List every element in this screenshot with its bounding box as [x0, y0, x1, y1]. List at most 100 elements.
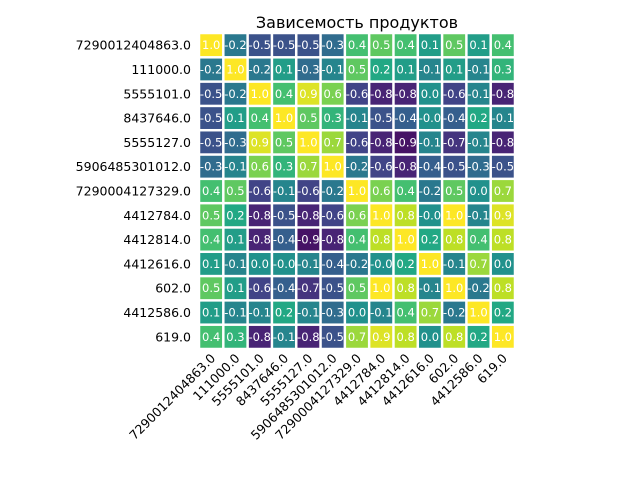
cell-value-label: -0.2	[249, 62, 271, 76]
heatmap-cell	[297, 58, 320, 81]
cell-value-label: -0.3	[200, 160, 222, 174]
cell-value-label: 0.4	[202, 330, 220, 344]
cell-value-label: -0.5	[443, 160, 465, 174]
cell-value-label: 0.5	[348, 62, 366, 76]
heatmap-cell	[443, 325, 466, 348]
cell-value-label: 0.8	[396, 330, 414, 344]
cell-value-label: 0.8	[494, 233, 512, 247]
heatmap-cell	[443, 180, 466, 202]
cell-value-label: -0.8	[297, 330, 319, 344]
cell-value-label: -0.2	[200, 62, 222, 76]
heatmap-cell	[297, 131, 320, 154]
cell-value-label: 1.0	[251, 87, 269, 101]
heatmap-cell	[321, 58, 344, 81]
cell-value-label: -0.3	[297, 62, 319, 76]
cell-value-label: -0.5	[200, 135, 222, 149]
heatmap-cell	[394, 253, 417, 275]
heatmap-cell	[394, 34, 417, 57]
heatmap-cell	[443, 204, 466, 227]
heatmap-cell	[248, 204, 271, 227]
heatmap-cell	[491, 155, 514, 178]
cell-value-label: -0.5	[200, 111, 222, 125]
cell-value-label: 0.7	[421, 306, 439, 320]
cell-value-label: 1.0	[275, 111, 293, 125]
y-tick-label: 7290012404863.0	[76, 38, 191, 53]
heatmap-cell	[346, 155, 368, 178]
heatmap-cell	[443, 34, 466, 57]
cell-value-label: -0.8	[394, 87, 416, 101]
heatmap-cell	[248, 58, 271, 81]
cell-value-label: 0.9	[299, 87, 317, 101]
heatmap-cell	[248, 131, 271, 154]
cell-value-label: -0.9	[297, 233, 319, 247]
cell-value-label: 0.8	[396, 281, 414, 295]
cell-value-label: 0.4	[494, 38, 512, 52]
y-tick-label: 4412814.0	[123, 232, 191, 247]
heatmap-cell	[491, 180, 514, 202]
cell-value-label: 0.9	[494, 208, 512, 222]
cell-value-label: 0.8	[396, 208, 414, 222]
heatmap-cell	[370, 107, 393, 129]
heatmap-cell	[491, 228, 514, 251]
y-tick-label: 4412784.0	[123, 208, 191, 223]
heatmap-cell	[297, 204, 320, 227]
cell-value-label: 0.0	[469, 184, 487, 198]
heatmap-cell	[224, 107, 247, 129]
cell-value-label: 0.4	[202, 233, 220, 247]
cell-value-label: -0.5	[273, 38, 295, 52]
cell-value-label: -0.4	[443, 111, 465, 125]
cell-value-label: 0.4	[396, 184, 414, 198]
heatmap-cell	[467, 204, 490, 227]
cell-value-label: -0.6	[443, 87, 465, 101]
cell-value-label: -0.1	[467, 135, 489, 149]
cell-value-label: 0.5	[445, 38, 463, 52]
cell-value-label: -0.8	[249, 233, 271, 247]
heatmap-cell	[248, 34, 271, 57]
cell-value-label: 0.4	[275, 87, 293, 101]
cell-value-label: -0.3	[321, 306, 343, 320]
heatmap-cell	[443, 155, 466, 178]
x-tick-labels: 7290012404863.0111000.05555101.08437646.…	[126, 350, 510, 442]
cell-value-label: 0.5	[372, 38, 390, 52]
heatmap-cell	[248, 82, 271, 105]
cell-value-label: 0.9	[251, 135, 269, 149]
heatmap-cell	[273, 34, 295, 57]
heatmap-cell	[346, 82, 368, 105]
cell-value-label: 0.2	[372, 62, 390, 76]
cell-value-label: -0.8	[249, 330, 271, 344]
heatmap-cell	[370, 82, 393, 105]
cell-value-label: -0.5	[321, 281, 343, 295]
cell-value-label: 0.1	[396, 62, 414, 76]
heatmap-cell	[297, 180, 320, 202]
cell-value-label: 0.1	[226, 281, 244, 295]
cell-value-label: 0.0	[494, 257, 512, 271]
heatmap-cell	[248, 253, 271, 275]
cell-value-label: 0.6	[348, 208, 366, 222]
heatmap-cell	[467, 277, 490, 300]
heatmap-cell	[394, 131, 417, 154]
cell-value-label: -0.1	[419, 135, 441, 149]
heatmap-cell	[200, 204, 223, 227]
cell-value-label: -0.1	[346, 111, 368, 125]
cell-value-label: -0.0	[419, 111, 441, 125]
heatmap-cell	[321, 131, 344, 154]
heatmap-cell	[467, 325, 490, 348]
heatmap-cell	[321, 277, 344, 300]
y-tick-labels: 7290012404863.0 111000.0 5555101.0 8437646.…	[76, 38, 191, 345]
heatmap-cell	[370, 253, 393, 275]
cell-value-label: 1.0	[421, 257, 439, 271]
cell-value-label: 0.7	[494, 184, 512, 198]
heatmap-cell	[297, 325, 320, 348]
cell-value-label: 0.6	[251, 160, 269, 174]
heatmap-cell	[248, 301, 271, 324]
heatmap-cell	[297, 277, 320, 300]
cell-value-label: 0.2	[275, 306, 293, 320]
heatmap-cell	[419, 325, 441, 348]
cell-value-label: 0.0	[251, 257, 269, 271]
heatmap-cell	[491, 82, 514, 105]
heatmap-cell	[200, 131, 223, 154]
heatmap-cell	[419, 301, 441, 324]
heatmap-cell	[491, 131, 514, 154]
cell-value-label: 0.5	[275, 135, 293, 149]
heatmap-cell	[273, 58, 295, 81]
